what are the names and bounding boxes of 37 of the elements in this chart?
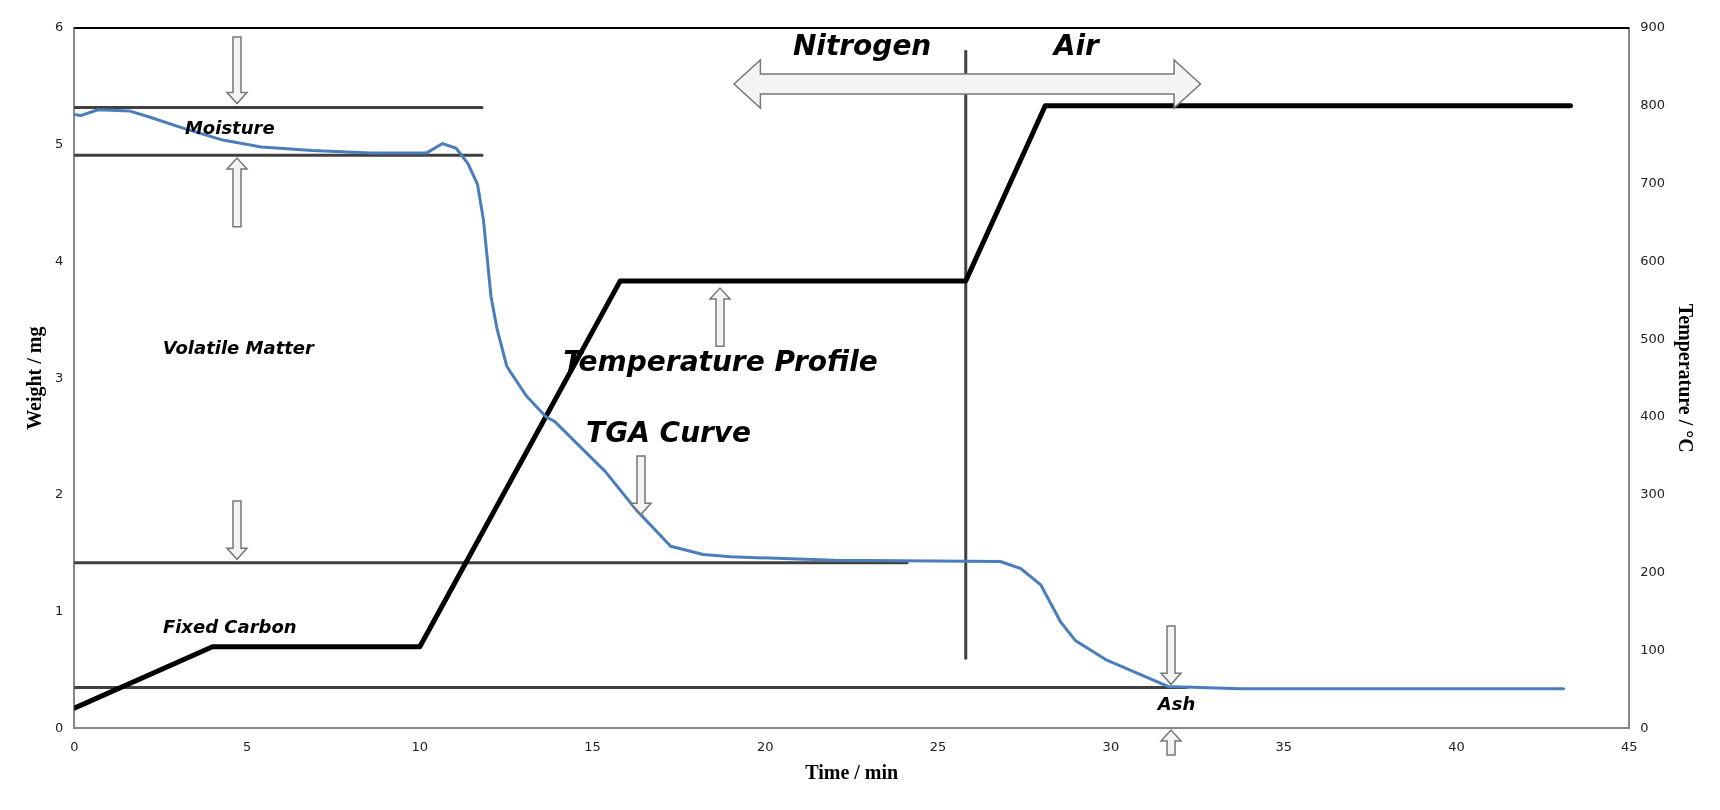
- x-tick-label: 30: [1102, 738, 1120, 754]
- y-tick-label: 6: [54, 19, 64, 35]
- annotation: Fixed Carbon: [162, 615, 297, 637]
- y2-tick-label: 0: [1640, 719, 1649, 735]
- x-axis-title: Time / min: [805, 761, 899, 784]
- y-tick-label: 0: [54, 719, 64, 735]
- y-tick-label: 3: [54, 369, 64, 385]
- x-tick-label: 0: [70, 738, 79, 754]
- annotation: Moisture: [184, 117, 275, 139]
- y2-tick-label: 600: [1640, 252, 1666, 268]
- x-tick-label: 15: [584, 738, 601, 754]
- y2-axis-title: Temperature / °C: [1673, 303, 1697, 453]
- y2-tick-label: 400: [1640, 408, 1666, 424]
- y-tick-label: 1: [54, 603, 64, 619]
- annotation: Ash: [1155, 692, 1196, 714]
- y2-tick-label: 800: [1640, 97, 1666, 113]
- x-tick-label: 40: [1448, 738, 1465, 754]
- y2-tick-label: 900: [1640, 19, 1666, 35]
- y-axis-title: Weight / mg: [23, 326, 47, 430]
- y-tick-label: 4: [54, 252, 64, 268]
- y2-tick-label: 300: [1640, 486, 1666, 502]
- y-tick-label: 5: [54, 136, 64, 152]
- y2-tick-label: 200: [1640, 564, 1666, 580]
- annotation: Volatile Matter: [162, 336, 316, 358]
- x-tick-label: 35: [1275, 738, 1292, 754]
- y2-tick-label: 100: [1640, 641, 1666, 657]
- y2-tick-label: 500: [1640, 330, 1666, 346]
- annotation: Air: [1051, 29, 1102, 63]
- x-tick-label: 20: [757, 738, 774, 754]
- annotation: Nitrogen: [792, 29, 932, 63]
- x-tick-label: 25: [929, 738, 947, 754]
- y-tick-label: 2: [54, 486, 64, 502]
- x-tick-label: 5: [242, 738, 252, 754]
- annotation: TGA Curve: [586, 415, 752, 449]
- x-tick-label: 45: [1620, 738, 1638, 754]
- x-tick-label: 10: [411, 738, 429, 754]
- y2-tick-label: 700: [1640, 175, 1666, 191]
